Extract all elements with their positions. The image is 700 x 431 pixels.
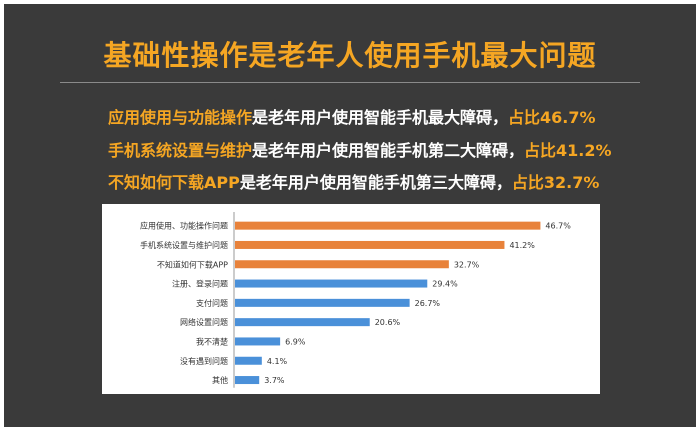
bar — [235, 356, 262, 365]
highlight-3-stat: 占比32.7% — [511, 173, 600, 192]
highlight-line-3: 不知如何下载APP是老年用户使用智能手机第三大障碍，占比32.7% — [108, 169, 599, 193]
highlight-3-key: 不知如何下载APP — [108, 173, 240, 192]
data-label: 20.6% — [375, 318, 401, 327]
bar — [235, 260, 449, 269]
data-label: 3.7% — [264, 376, 285, 385]
bar-chart: 应用使用、功能操作问题 46.7% 手机系统设置与维护问题 41.2% 不知道如何下载A… — [140, 212, 571, 388]
bar — [235, 221, 541, 230]
category-label: 不知道如何下载APP — [157, 259, 228, 269]
highlight-line-1: 应用使用与功能操作是老年用户使用智能手机最大障碍，占比46.7% — [108, 104, 596, 128]
category-label: 我不清楚 — [196, 336, 228, 346]
category-label: 支付问题 — [196, 298, 228, 308]
category-label: 没有遇到问题 — [180, 356, 228, 366]
data-label: 41.2% — [509, 241, 535, 250]
highlight-line-2: 手机系统设置与维护是老年用户使用智能手机第二大障碍，占比41.2% — [108, 137, 612, 161]
highlight-2-stat: 占比41.2% — [524, 141, 612, 160]
category-label: 应用使用、功能操作问题 — [140, 221, 228, 231]
slide: 基础性操作是老年人使用手机最大问题 应用使用与功能操作是老年用户使用智能手机最大… — [4, 4, 696, 427]
highlight-1-key: 应用使用与功能操作 — [108, 108, 253, 127]
bar — [235, 318, 370, 327]
data-label: 4.1% — [267, 357, 288, 366]
bar — [235, 279, 428, 288]
bar — [235, 240, 505, 249]
highlight-3-text: 是老年用户使用智能手机第三大障碍， — [239, 173, 512, 192]
title-divider — [60, 82, 640, 83]
data-label: 26.7% — [415, 299, 441, 308]
bar — [235, 337, 281, 346]
data-label: 29.4% — [432, 280, 458, 289]
highlight-1-text: 是老年用户使用智能手机最大障碍， — [252, 108, 509, 127]
data-label: 32.7% — [454, 260, 480, 269]
bar — [235, 298, 410, 307]
category-label: 注册、登录问题 — [172, 279, 228, 289]
highlight-2-text: 是老年用户使用智能手机第二大障碍， — [252, 141, 525, 160]
highlight-1-stat: 占比46.7% — [508, 108, 596, 127]
category-label: 手机系统设置与维护问题 — [140, 240, 228, 250]
bar — [235, 376, 260, 385]
chart-panel: 应用使用、功能操作问题 46.7% 手机系统设置与维护问题 41.2% 不知道如何下载A… — [102, 204, 600, 394]
category-label: 其他 — [212, 375, 228, 385]
category-label: 网络设置问题 — [180, 317, 228, 327]
slide-title: 基础性操作是老年人使用手机最大问题 — [103, 39, 597, 72]
data-label: 6.9% — [285, 337, 306, 346]
data-label: 46.7% — [545, 222, 571, 231]
highlight-2-key: 手机系统设置与维护 — [108, 141, 253, 160]
